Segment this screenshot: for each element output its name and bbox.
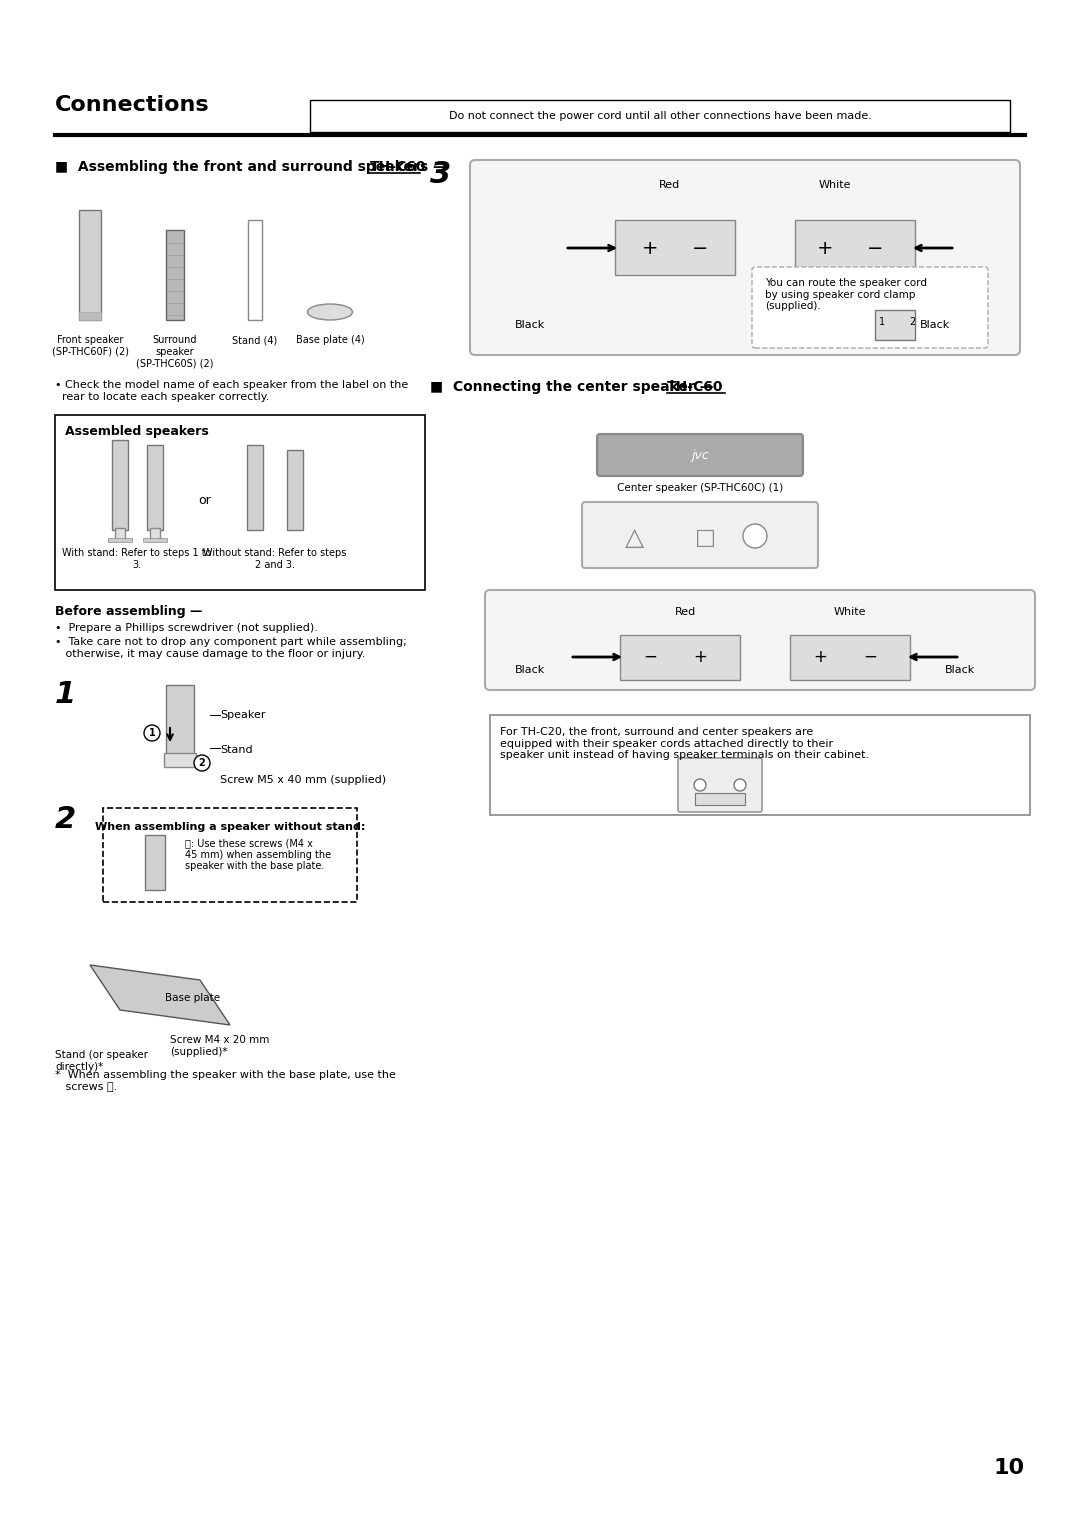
Text: 2: 2 [909, 316, 915, 327]
Text: □: □ [694, 529, 715, 549]
Text: •  Prepare a Phillips screwdriver (not supplied).: • Prepare a Phillips screwdriver (not su… [55, 623, 318, 633]
Bar [55, 416, 426, 590]
Text: With stand: Refer to steps 1 to
3.: With stand: Refer to steps 1 to 3. [63, 549, 212, 570]
Bar [615, 220, 735, 275]
Text: −: − [863, 648, 877, 666]
FancyBboxPatch shape [582, 503, 818, 568]
Bar [789, 636, 910, 680]
Text: +: + [642, 238, 658, 258]
Text: +: + [693, 648, 707, 666]
Text: Red: Red [660, 180, 680, 189]
Bar [79, 312, 102, 319]
Text: • Check the model name of each speaker from the label on the
  rear to locate ea: • Check the model name of each speaker f… [55, 380, 408, 402]
Bar [696, 793, 745, 805]
Text: ■  Assembling the front and surround speakers —: ■ Assembling the front and surround spea… [55, 160, 451, 174]
Text: White: White [819, 180, 851, 189]
Text: ■  Connecting the center speaker —: ■ Connecting the center speaker — [430, 380, 718, 394]
Text: 1: 1 [55, 680, 77, 709]
FancyBboxPatch shape [678, 758, 762, 811]
Text: Base plate (4): Base plate (4) [296, 335, 364, 345]
Text: 3: 3 [430, 160, 451, 189]
Bar [287, 451, 303, 530]
Text: Assembled speakers: Assembled speakers [65, 425, 208, 439]
Bar [247, 445, 264, 530]
Circle shape [694, 779, 706, 792]
Text: Do not connect the power cord until all other connections have been made.: Do not connect the power cord until all … [448, 112, 872, 121]
Text: jvc: jvc [691, 449, 708, 461]
FancyBboxPatch shape [103, 808, 357, 902]
Bar [79, 209, 102, 319]
Text: •  Take care not to drop any component part while assembling;
   otherwise, it m: • Take care not to drop any component pa… [55, 637, 407, 659]
Bar [112, 440, 129, 530]
Text: Screw M4 x 20 mm
(supplied)*: Screw M4 x 20 mm (supplied)* [170, 1034, 269, 1056]
Text: +: + [816, 238, 834, 258]
Bar [620, 636, 740, 680]
Circle shape [194, 755, 210, 772]
Text: Front speaker
(SP-THC60F) (2): Front speaker (SP-THC60F) (2) [52, 335, 129, 356]
Text: 10: 10 [994, 1458, 1025, 1478]
Bar [875, 310, 915, 341]
Text: Ⓐ: Use these screws (M4 x
45 mm) when assembling the
speaker with the base plate: Ⓐ: Use these screws (M4 x 45 mm) when as… [185, 837, 332, 871]
Text: Black: Black [945, 665, 975, 675]
Text: −: − [867, 238, 883, 258]
Text: Base plate: Base plate [165, 993, 220, 1002]
Circle shape [144, 724, 160, 741]
Bar [108, 538, 132, 542]
Bar [147, 445, 163, 530]
Text: Surround
speaker
(SP-THC60S) (2): Surround speaker (SP-THC60S) (2) [136, 335, 214, 368]
Text: −: − [692, 238, 708, 258]
FancyBboxPatch shape [597, 434, 804, 477]
Text: Speaker: Speaker [220, 711, 266, 720]
FancyBboxPatch shape [752, 267, 988, 348]
Bar [248, 220, 262, 319]
Text: Without stand: Refer to steps
2 and 3.: Without stand: Refer to steps 2 and 3. [203, 549, 347, 570]
Text: Black: Black [920, 319, 950, 330]
Bar [150, 529, 160, 539]
Text: Stand (or speaker
directly)*: Stand (or speaker directly)* [55, 1050, 148, 1071]
Text: 2: 2 [199, 758, 205, 769]
Text: For TH-C20, the front, surround and center speakers are
equipped with their spea: For TH-C20, the front, surround and cent… [500, 727, 869, 761]
Circle shape [743, 524, 767, 549]
Text: Center speaker (SP-THC60C) (1): Center speaker (SP-THC60C) (1) [617, 483, 783, 494]
Bar [166, 685, 194, 755]
Text: Connections: Connections [55, 95, 210, 115]
Text: Black: Black [515, 665, 545, 675]
Text: Screw M5 x 40 mm (supplied): Screw M5 x 40 mm (supplied) [220, 775, 387, 785]
Text: *  When assembling the speaker with the base plate, use the
   screws Ⓐ.: * When assembling the speaker with the b… [55, 1070, 396, 1091]
Ellipse shape [308, 304, 352, 319]
Circle shape [734, 779, 746, 792]
Bar [145, 834, 165, 889]
Bar [143, 538, 167, 542]
FancyBboxPatch shape [485, 590, 1035, 691]
Text: Red: Red [674, 607, 696, 617]
Text: TH-C60: TH-C60 [370, 160, 427, 174]
Polygon shape [90, 966, 230, 1025]
FancyBboxPatch shape [310, 99, 1010, 131]
Text: Stand: Stand [220, 746, 253, 755]
Text: 1: 1 [149, 727, 156, 738]
Bar [166, 231, 184, 319]
Text: −: − [643, 648, 657, 666]
Text: You can route the speaker cord
by using speaker cord clamp
(supplied).: You can route the speaker cord by using … [765, 278, 927, 312]
Text: Black: Black [515, 319, 545, 330]
Text: 1: 1 [879, 316, 886, 327]
Bar [490, 715, 1030, 814]
Text: Stand (4): Stand (4) [232, 335, 278, 345]
Bar [795, 220, 915, 275]
Text: 2: 2 [55, 805, 77, 834]
Text: or: or [199, 494, 212, 506]
Bar [164, 753, 195, 767]
Text: White: White [834, 607, 866, 617]
Text: +: + [813, 648, 827, 666]
Text: △: △ [625, 526, 645, 550]
Text: Before assembling —: Before assembling — [55, 605, 202, 617]
FancyBboxPatch shape [470, 160, 1020, 354]
Text: When assembling a speaker without stand:: When assembling a speaker without stand: [95, 822, 365, 833]
Text: TH-C60: TH-C60 [667, 380, 724, 394]
Bar [114, 529, 125, 539]
